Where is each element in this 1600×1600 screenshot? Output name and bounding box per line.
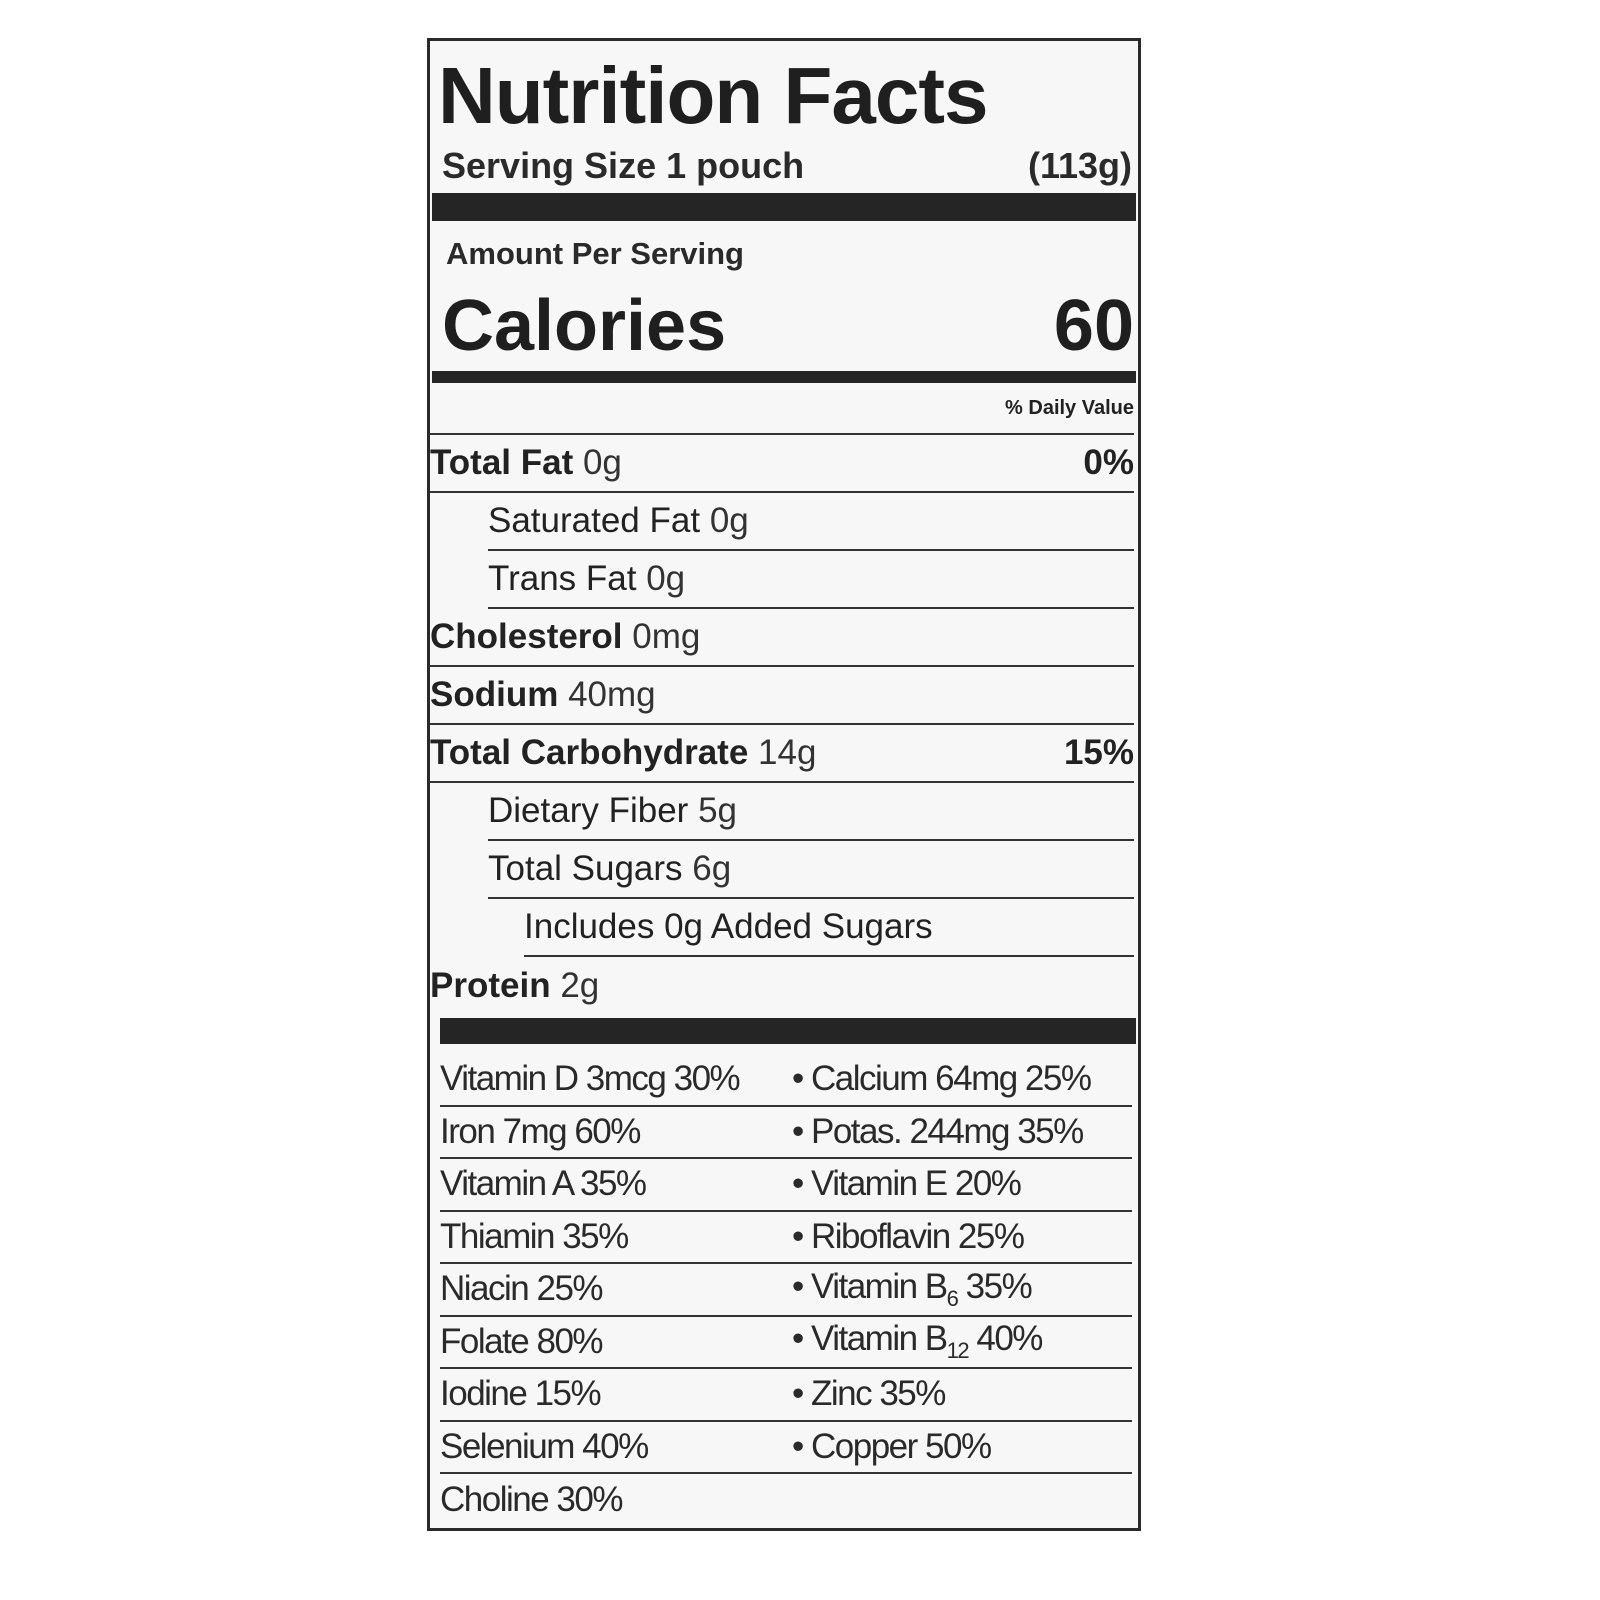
serving-size: Serving Size 1 pouch (113g) — [442, 141, 1132, 191]
vitamin-row: Folate 80% • Vitamin B12 40% — [440, 1317, 1132, 1369]
medium-divider — [432, 371, 1136, 383]
vitamin-list: Vitamin D 3mcg 30% • Calcium 64mg 25% Iro… — [440, 1054, 1132, 1527]
vitamin-row: Selenium 40% • Copper 50% — [440, 1422, 1132, 1474]
vitamin-row: Niacin 25% • Vitamin B6 35% — [440, 1264, 1132, 1317]
nutrient-row-protein: Protein 2g — [430, 966, 600, 1005]
vitamin-row: Iron 7mg 60% • Potas. 244mg 35% — [440, 1107, 1132, 1159]
daily-value-header: % Daily Value — [1005, 397, 1134, 419]
nutrient-row-total-fat: Total Fat 0g 0% — [430, 435, 1134, 493]
serving-size-label: Serving Size 1 pouch — [442, 145, 805, 186]
vitamin-row: Choline 30% — [440, 1480, 623, 1520]
nutrient-row-sodium: Sodium 40mg — [430, 667, 1134, 725]
nutrient-row-cholesterol: Cholesterol 0mg — [430, 609, 1134, 667]
calories-row: Calories 60 — [442, 281, 1134, 371]
nutrient-row-saturated-fat: Saturated Fat 0g — [488, 493, 1134, 551]
vitamin-row: Vitamin A 35% • Vitamin E 20% — [440, 1159, 1132, 1212]
nutrient-row-added-sugars: Includes 0g Added Sugars — [524, 899, 1134, 957]
amount-per-serving: Amount Per Serving — [446, 236, 744, 271]
thick-divider — [432, 193, 1136, 221]
nutrient-list: Total Fat 0g 0% Saturated Fat 0g Trans Fa… — [430, 433, 1134, 1015]
nutrient-row-dietary-fiber: Dietary Fiber 5g — [488, 783, 1134, 841]
calories-label: Calories — [442, 286, 727, 366]
nutrient-row-total-sugars: Total Sugars 6g — [488, 841, 1134, 899]
nutrition-facts-label: Nutrition Facts Serving Size 1 pouch (11… — [427, 38, 1141, 1531]
calories-value: 60 — [1053, 286, 1134, 366]
thick-divider-vitamins — [440, 1018, 1136, 1044]
nutrient-row-trans-fat: Trans Fat 0g — [488, 551, 1134, 609]
vitamin-row: Iodine 15% • Zinc 35% — [440, 1369, 1132, 1422]
label-title: Nutrition Facts — [438, 51, 988, 140]
nutrient-row-total-carbohydrate: Total Carbohydrate 14g 15% — [430, 725, 1134, 783]
vitamin-row: Vitamin D 3mcg 30% • Calcium 64mg 25% — [440, 1054, 1132, 1107]
serving-size-weight: (113g) — [1027, 145, 1132, 186]
vitamin-row: Thiamin 35% • Riboflavin 25% — [440, 1212, 1132, 1264]
